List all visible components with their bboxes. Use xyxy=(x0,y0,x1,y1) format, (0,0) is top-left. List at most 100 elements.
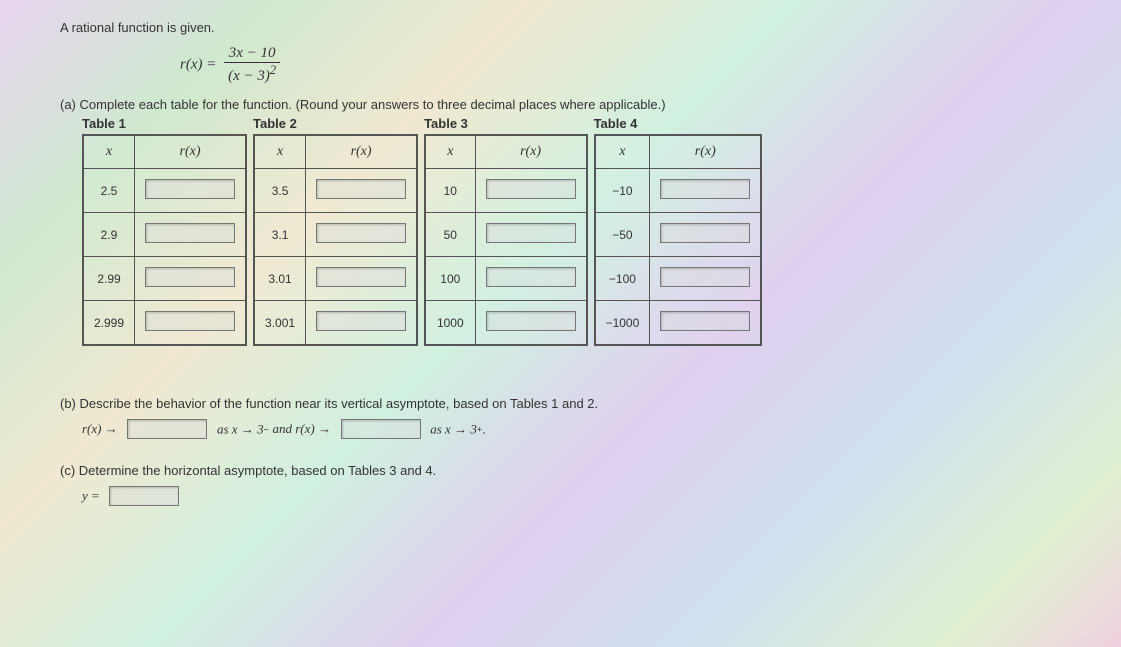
x-value: 1000 xyxy=(425,301,475,346)
x-value: −100 xyxy=(595,257,650,301)
rb-seg2: as x → 3− xyxy=(217,421,269,436)
part-b-label: (b) xyxy=(60,396,76,411)
x-value: −1000 xyxy=(595,301,650,346)
intro-text: A rational function is given. xyxy=(60,20,1061,35)
r-value-cell xyxy=(306,213,418,257)
answer-input[interactable] xyxy=(660,267,750,287)
table-row: 2.5 xyxy=(83,169,246,213)
table-row: −50 xyxy=(595,213,762,257)
answer-input[interactable] xyxy=(486,311,576,331)
x-value: 2.99 xyxy=(83,257,135,301)
table-row: −10 xyxy=(595,169,762,213)
table-title-2: Table 2 xyxy=(253,116,418,131)
table-row: 100 xyxy=(425,257,587,301)
rb-seg4: as x → 3+ xyxy=(430,421,482,436)
table-row: 3.5 xyxy=(254,169,417,213)
data-table-3: xr(x)10501001000 xyxy=(424,134,588,346)
part-b: (b) Describe the behavior of the functio… xyxy=(60,396,1061,439)
data-table-1: xr(x)2.52.92.992.999 xyxy=(82,134,247,346)
r-value-cell xyxy=(135,169,247,213)
table-header-x: x xyxy=(254,135,306,169)
r-value-cell xyxy=(650,213,762,257)
table-header-r: r(x) xyxy=(650,135,762,169)
table-header-r: r(x) xyxy=(135,135,247,169)
table-block-4: Table 4xr(x)−10−50−100−1000 xyxy=(594,116,763,346)
answer-input[interactable] xyxy=(660,311,750,331)
table-row: 2.9 xyxy=(83,213,246,257)
answer-input-b1[interactable] xyxy=(127,419,207,439)
x-value: −50 xyxy=(595,213,650,257)
formula-numerator: 3x − 10 xyxy=(224,45,280,63)
table-block-1: Table 1xr(x)2.52.92.992.999 xyxy=(82,116,247,346)
x-value: 2.9 xyxy=(83,213,135,257)
r-value-cell xyxy=(306,257,418,301)
r-value-cell xyxy=(475,257,587,301)
data-table-4: xr(x)−10−50−100−1000 xyxy=(594,134,763,346)
answer-input[interactable] xyxy=(316,311,406,331)
table-header-x: x xyxy=(595,135,650,169)
rb-seg5: . xyxy=(482,422,486,437)
function-formula: r(x) = 3x − 10 (x − 3)2 xyxy=(180,45,1061,85)
x-value: 2.5 xyxy=(83,169,135,213)
x-value: −10 xyxy=(595,169,650,213)
part-c-label: (c) xyxy=(60,463,75,478)
r-value-cell xyxy=(650,257,762,301)
table-row: 2.99 xyxy=(83,257,246,301)
answer-input[interactable] xyxy=(145,179,235,199)
rb-seg1: r(x) → xyxy=(82,421,118,436)
x-value: 3.01 xyxy=(254,257,306,301)
table-row: 2.999 xyxy=(83,301,246,346)
answer-input[interactable] xyxy=(145,223,235,243)
answer-input[interactable] xyxy=(316,223,406,243)
answer-input-c[interactable] xyxy=(109,486,179,506)
data-table-2: xr(x)3.53.13.013.001 xyxy=(253,134,418,346)
r-value-cell xyxy=(135,301,247,346)
answer-input[interactable] xyxy=(486,267,576,287)
answer-input[interactable] xyxy=(145,311,235,331)
r-value-cell xyxy=(135,257,247,301)
r-value-cell xyxy=(475,213,587,257)
part-c: (c) Determine the horizontal asymptote, … xyxy=(60,463,1061,506)
table-row: 3.001 xyxy=(254,301,417,346)
table-header-r: r(x) xyxy=(306,135,418,169)
table-header-r: r(x) xyxy=(475,135,587,169)
part-a-label: (a) xyxy=(60,97,76,112)
answer-input[interactable] xyxy=(660,179,750,199)
x-value: 2.999 xyxy=(83,301,135,346)
r-value-cell xyxy=(650,169,762,213)
table-row: 3.1 xyxy=(254,213,417,257)
answer-input[interactable] xyxy=(316,179,406,199)
answer-input[interactable] xyxy=(145,267,235,287)
r-value-cell xyxy=(306,301,418,346)
answer-input[interactable] xyxy=(660,223,750,243)
r-value-cell xyxy=(475,169,587,213)
rb-seg3: and r(x) → xyxy=(272,421,331,436)
x-value: 100 xyxy=(425,257,475,301)
r-value-cell xyxy=(306,169,418,213)
r-value-cell xyxy=(135,213,247,257)
answer-input-b2[interactable] xyxy=(341,419,421,439)
part-c-text: Determine the horizontal asymptote, base… xyxy=(79,463,436,478)
x-value: 50 xyxy=(425,213,475,257)
formula-lhs: r(x) = xyxy=(180,56,216,72)
x-value: 3.5 xyxy=(254,169,306,213)
x-value: 3.1 xyxy=(254,213,306,257)
x-value: 3.001 xyxy=(254,301,306,346)
table-block-3: Table 3xr(x)10501001000 xyxy=(424,116,588,346)
answer-input[interactable] xyxy=(486,179,576,199)
table-header-x: x xyxy=(83,135,135,169)
table-row: 10 xyxy=(425,169,587,213)
table-row: 3.01 xyxy=(254,257,417,301)
x-value: 10 xyxy=(425,169,475,213)
part-b-text: Describe the behavior of the function ne… xyxy=(80,396,599,411)
table-header-x: x xyxy=(425,135,475,169)
rc-eq: y = xyxy=(82,488,100,503)
table-row: −100 xyxy=(595,257,762,301)
formula-denominator: (x − 3)2 xyxy=(224,63,280,85)
r-value-cell xyxy=(650,301,762,346)
table-row: −1000 xyxy=(595,301,762,346)
r-value-cell xyxy=(475,301,587,346)
answer-input[interactable] xyxy=(316,267,406,287)
table-row: 50 xyxy=(425,213,587,257)
answer-input[interactable] xyxy=(486,223,576,243)
